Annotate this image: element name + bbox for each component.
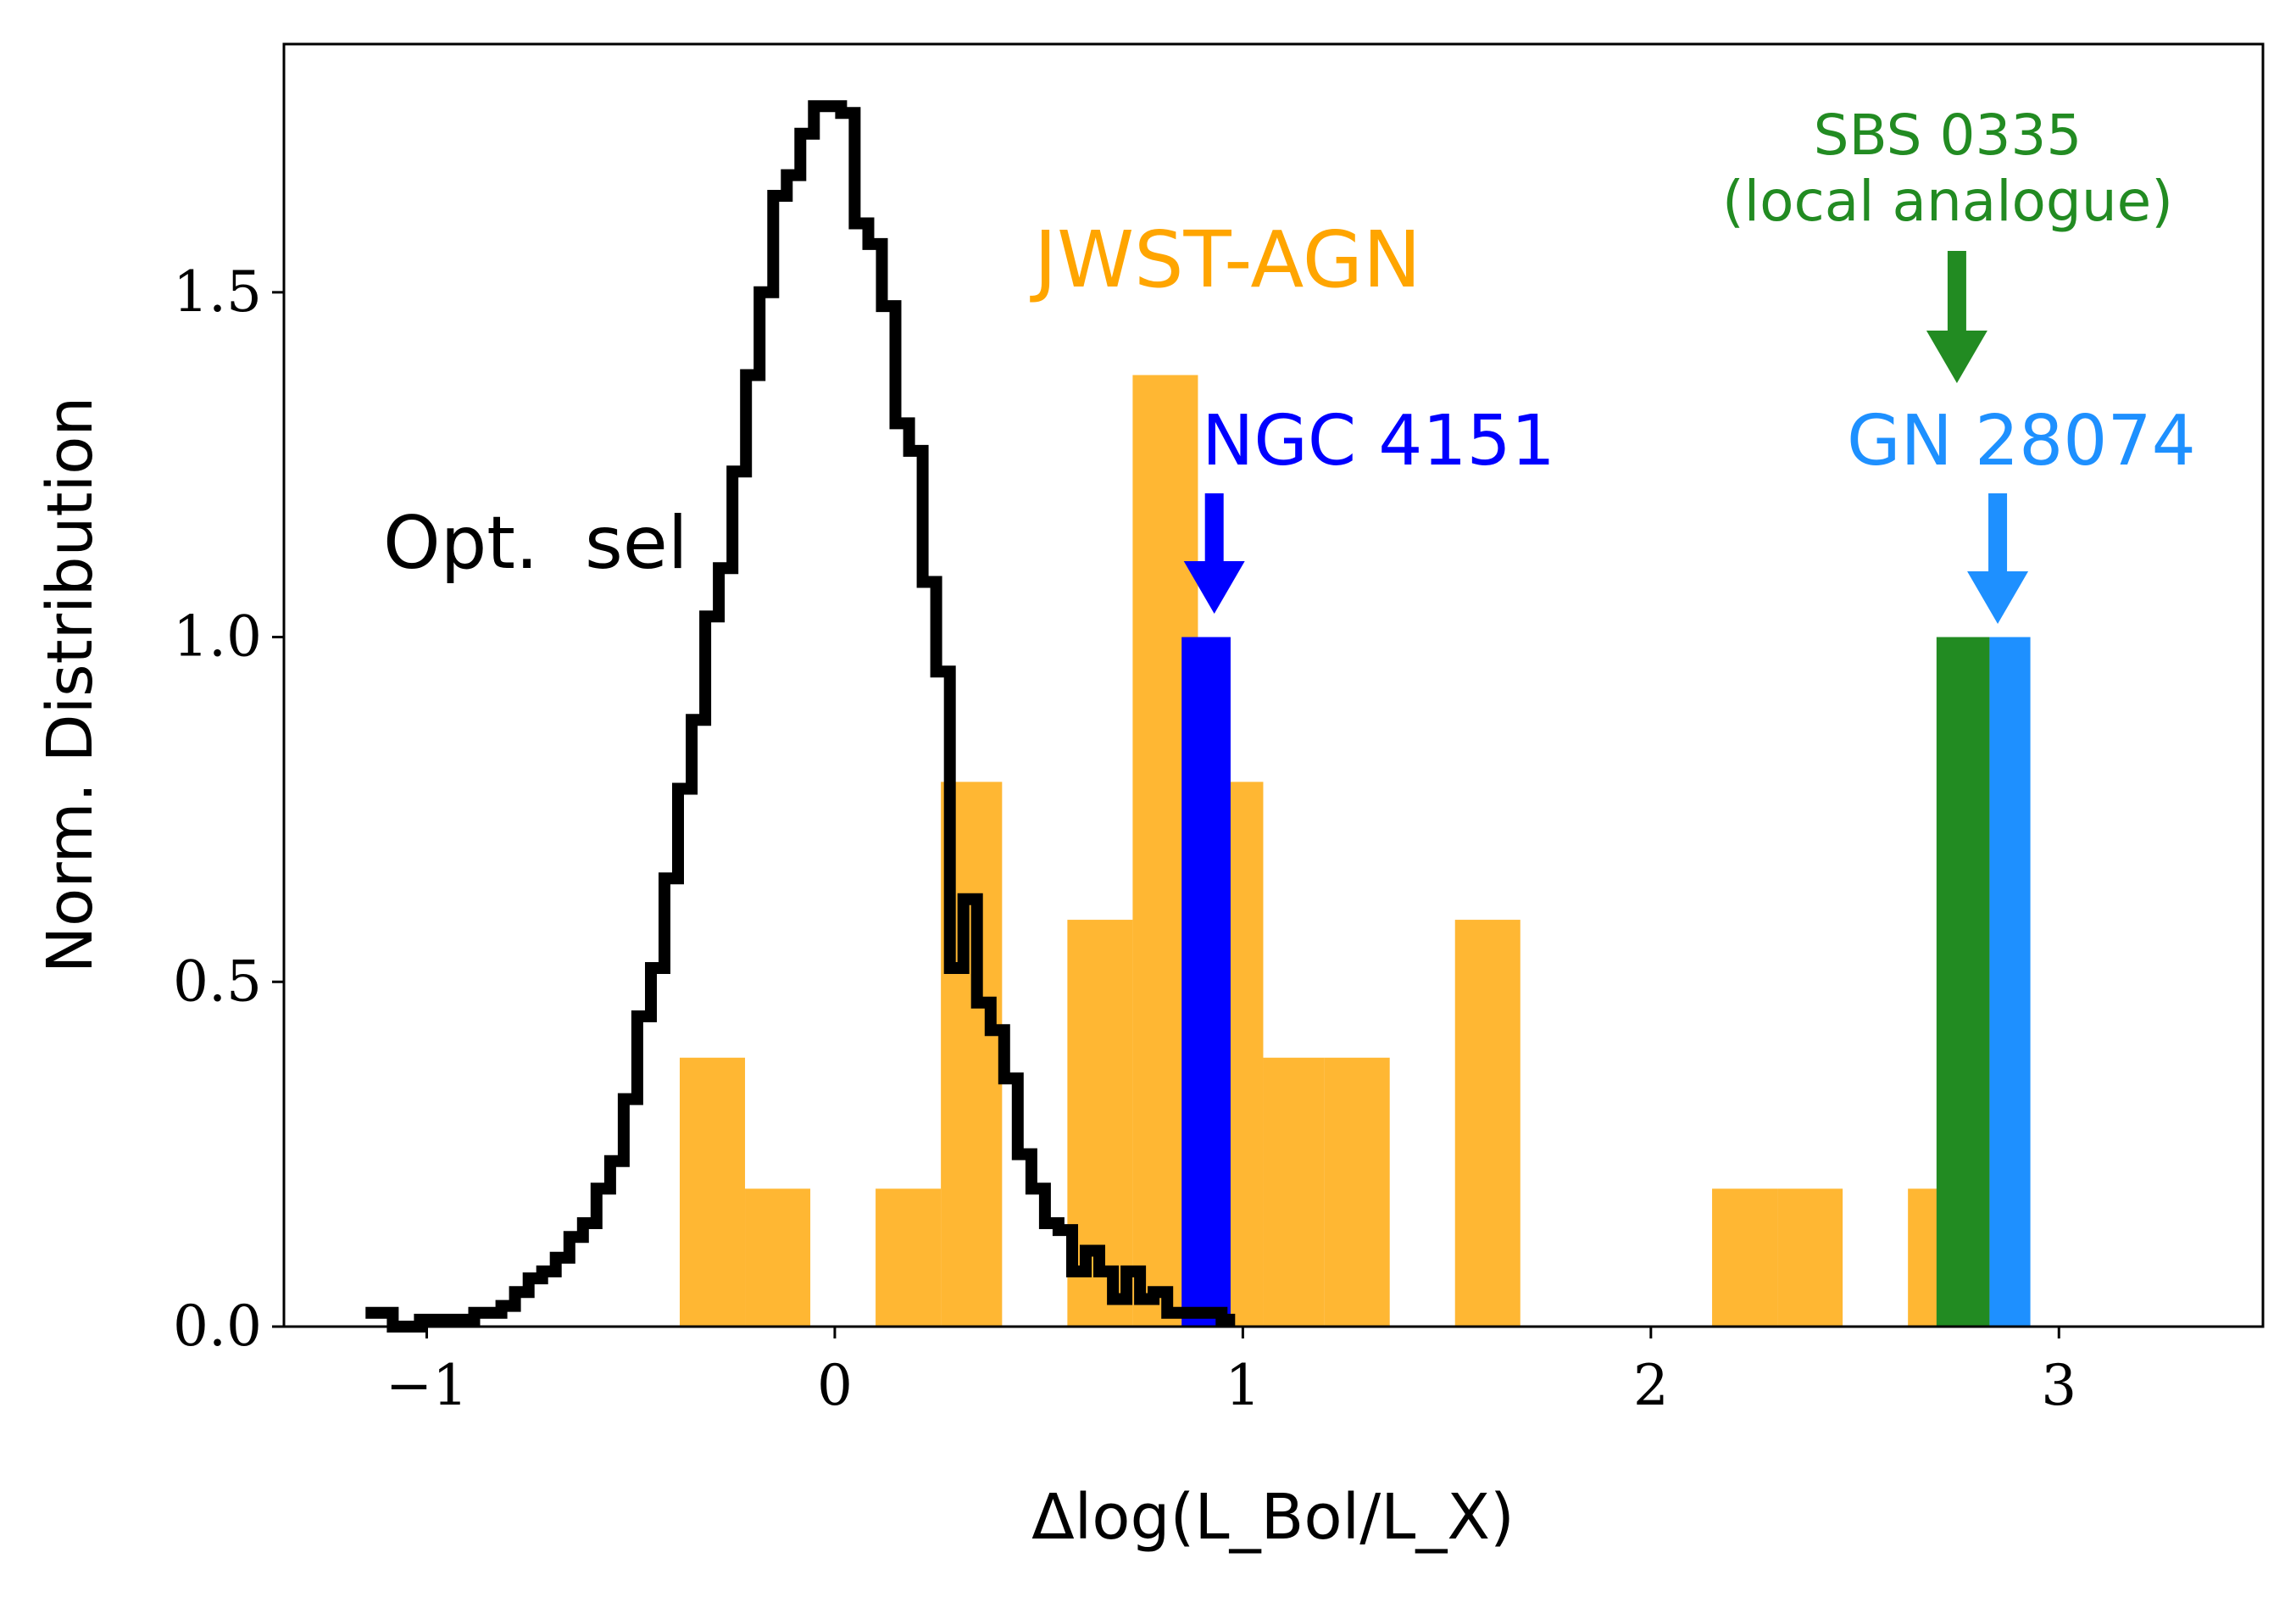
bar-sbs-0335-0 [1936,637,1990,1327]
x-axis-label: Δlog(L_Bol/L_X) [1031,1481,1515,1554]
bar-jwst-agn-11 [1777,1188,1843,1327]
bar-jwst-agn-10 [1712,1188,1778,1327]
plot-frame [282,42,2265,1328]
bar-jwst-agn-7 [1263,1057,1325,1327]
arrow-ngc-shaft [1204,493,1224,561]
x-tick-label: 3 [2041,1353,2076,1418]
y-tick-label: 1.5 [173,259,262,325]
y-tick-label: 0.0 [173,1294,262,1359]
x-axis-ticks: −1 0 1 2 3 [386,1327,2076,1418]
bar-jwst-agn-9 [1454,920,1520,1327]
arrow-sbs-shaft [1947,251,1966,331]
y-tick-label: 0.5 [173,949,262,1014]
bar-jwst-agn-2 [876,1188,942,1327]
arrow-ngc-head [1183,561,1245,614]
step-layer [365,100,1236,1333]
y-tick-label: 1.0 [173,604,262,670]
bar-jwst-agn-8 [1324,1057,1390,1327]
arrow-sbs-head [1926,331,1987,383]
annotation-ngc: NGC 4151 [1202,401,1555,481]
x-tick-label: 2 [1633,1353,1669,1418]
bar-jwst-agn-1 [745,1188,811,1327]
annotation-jwst: JWST-AGN [1030,214,1421,305]
y-axis-label: Norm. Distribution [34,397,107,974]
x-tick-label: 1 [1225,1353,1260,1418]
annotation-sbs-line1: SBS 0335 [1814,103,2082,168]
annotation-sbs-line2: (local analogue) [1722,169,2173,234]
arrow-gn-shaft [1988,493,2008,571]
x-tick-label: −1 [386,1353,468,1418]
annotation-gn: GN 28074 [1847,401,2196,481]
annotation-opt-sel: Opt. sel [383,501,688,586]
y-axis-ticks: 0.0 0.5 1.0 1.5 [173,259,284,1359]
bar-gn-28074-0 [1989,637,2031,1327]
bar-ngc-4151-0 [1181,637,1231,1327]
arrows-layer [1183,251,2029,624]
bar-jwst-agn-0 [680,1057,746,1327]
x-tick-label: 0 [817,1353,853,1418]
bars-layer [680,375,2031,1327]
step-line-opt-sel [365,100,1236,1333]
arrow-gn-head [1967,571,2029,624]
